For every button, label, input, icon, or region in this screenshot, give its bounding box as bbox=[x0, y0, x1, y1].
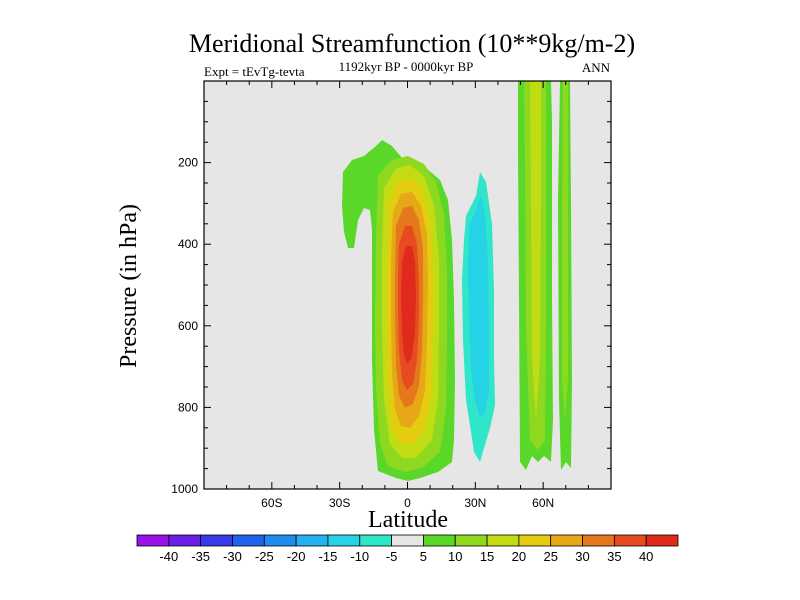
colorbar-label: -5 bbox=[386, 549, 398, 564]
x-axis: 60S 30S 0 30N 60N bbox=[226, 81, 589, 510]
colorbar-swatch bbox=[263, 534, 297, 547]
colorbar-label: -15 bbox=[319, 549, 338, 564]
colorbar-label: 15 bbox=[480, 549, 494, 564]
polar-band-level-15 bbox=[530, 81, 541, 420]
colorbar-label: 20 bbox=[512, 549, 526, 564]
colorbar-swatch bbox=[136, 534, 170, 547]
colorbar-label: 25 bbox=[543, 549, 557, 564]
colorbar-label: 30 bbox=[575, 549, 589, 564]
x-tick-label: 30S bbox=[329, 496, 350, 510]
chart-subtitle: 1192kyr BP - 0000kyr BP bbox=[339, 59, 474, 74]
colorbar-label: -25 bbox=[255, 549, 274, 564]
colorbar-swatch bbox=[232, 534, 265, 547]
colorbar-label: 40 bbox=[639, 549, 653, 564]
colorbar-label: -10 bbox=[350, 549, 369, 564]
colorbar-label: -20 bbox=[287, 549, 306, 564]
colorbar-swatch bbox=[168, 534, 202, 547]
colorbar-label: 5 bbox=[420, 549, 427, 564]
season-label: ANN bbox=[582, 60, 611, 75]
x-tick-label: 0 bbox=[404, 496, 411, 510]
chart-title: Meridional Streamfunction (10**9kg/m-2) bbox=[189, 29, 635, 58]
y-tick-label: 400 bbox=[178, 237, 198, 251]
colorbar-swatch bbox=[518, 534, 552, 547]
y-tick-label: 800 bbox=[178, 400, 198, 414]
colorbar: -40 -35 -30 -25 -20 -15 -10 -5 5 10 15 20 25 30 35 40 bbox=[136, 534, 679, 564]
x-axis-title: Latitude bbox=[368, 507, 448, 533]
colorbar-label: -40 bbox=[159, 549, 178, 564]
experiment-label: Expt = tEvTg-tevta bbox=[204, 64, 305, 79]
colorbar-swatch bbox=[613, 534, 647, 547]
x-tick-label: 60S bbox=[261, 496, 282, 510]
y-tick-label: 600 bbox=[178, 319, 198, 333]
colorbar-swatch bbox=[391, 534, 424, 547]
x-tick-label: 60N bbox=[532, 496, 554, 510]
positive-cell-level-40 bbox=[401, 246, 416, 364]
x-tick-label: 30N bbox=[464, 496, 486, 510]
y-axis-title: Pressure (in hPa) bbox=[116, 204, 142, 368]
colorbar-label: 10 bbox=[448, 549, 462, 564]
polar-band-narrow-level-10 bbox=[562, 81, 568, 420]
y-tick-label: 1000 bbox=[171, 482, 198, 496]
colorbar-swatch bbox=[454, 534, 488, 547]
colorbar-label: -30 bbox=[223, 549, 242, 564]
colorbar-swatch bbox=[359, 534, 392, 547]
colorbar-swatch bbox=[550, 534, 583, 547]
negative-cell-level-minus-10 bbox=[468, 196, 489, 418]
colorbar-swatch bbox=[582, 534, 615, 547]
colorbar-swatch bbox=[486, 534, 520, 547]
colorbar-swatch bbox=[295, 534, 329, 547]
y-axis: 200 400 600 800 1000 bbox=[171, 100, 611, 496]
colorbar-swatch bbox=[327, 534, 361, 547]
colorbar-label: 35 bbox=[607, 549, 621, 564]
colorbar-swatch bbox=[200, 534, 233, 547]
y-tick-label: 200 bbox=[178, 156, 198, 170]
contour-fills bbox=[342, 81, 572, 481]
colorbar-swatch bbox=[645, 534, 679, 547]
colorbar-label: -35 bbox=[191, 549, 210, 564]
colorbar-swatch bbox=[423, 534, 456, 547]
